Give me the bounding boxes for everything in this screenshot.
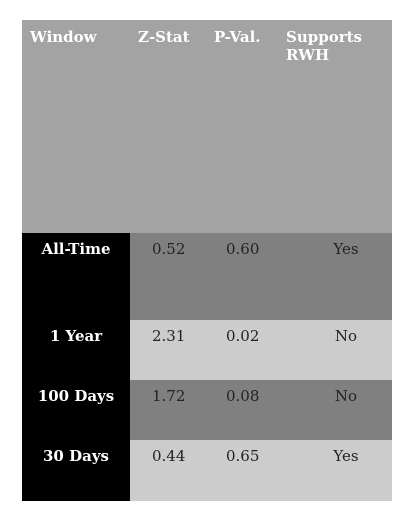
z-stat-cell: 0.52 bbox=[152, 240, 186, 258]
row-body: 1.72 0.08 No bbox=[130, 380, 392, 440]
p-val-cell: 0.02 bbox=[226, 327, 260, 345]
supports-cell: No bbox=[334, 327, 358, 345]
row-window-label: 1 Year bbox=[22, 320, 130, 380]
p-val-cell: 0.60 bbox=[226, 240, 260, 258]
p-val-cell: 0.65 bbox=[226, 447, 260, 465]
row-window-label: All-Time bbox=[22, 233, 130, 320]
row-body: 0.44 0.65 Yes bbox=[130, 440, 392, 501]
header-supports-line1: Supports bbox=[286, 28, 362, 46]
header-p-val: P-Val. bbox=[214, 28, 261, 46]
supports-cell: Yes bbox=[333, 240, 359, 258]
header-z-stat: Z-Stat bbox=[138, 28, 190, 46]
table-row: 100 Days 1.72 0.08 No bbox=[22, 380, 392, 440]
row-body: 0.52 0.60 Yes bbox=[130, 233, 392, 320]
table-row: All-Time 0.52 0.60 Yes bbox=[22, 233, 392, 320]
header-window: Window bbox=[30, 28, 97, 46]
z-stat-cell: 1.72 bbox=[152, 387, 186, 405]
supports-cell: No bbox=[334, 387, 358, 405]
header-supports-rwh: Supports RWH bbox=[286, 28, 362, 64]
z-stat-cell: 0.44 bbox=[152, 447, 186, 465]
z-stat-cell: 2.31 bbox=[152, 327, 186, 345]
row-body: 2.31 0.02 No bbox=[130, 320, 392, 380]
table-row: 30 Days 0.44 0.65 Yes bbox=[22, 440, 392, 501]
results-table: Window Z-Stat P-Val. Supports RWH All-Ti… bbox=[22, 20, 392, 501]
supports-cell: Yes bbox=[333, 447, 359, 465]
header-supports-line2: RWH bbox=[286, 46, 330, 64]
table-header: Window Z-Stat P-Val. Supports RWH bbox=[22, 20, 392, 233]
p-val-cell: 0.08 bbox=[226, 387, 260, 405]
row-window-label: 30 Days bbox=[22, 440, 130, 501]
table-row: 1 Year 2.31 0.02 No bbox=[22, 320, 392, 380]
row-window-label: 100 Days bbox=[22, 380, 130, 440]
